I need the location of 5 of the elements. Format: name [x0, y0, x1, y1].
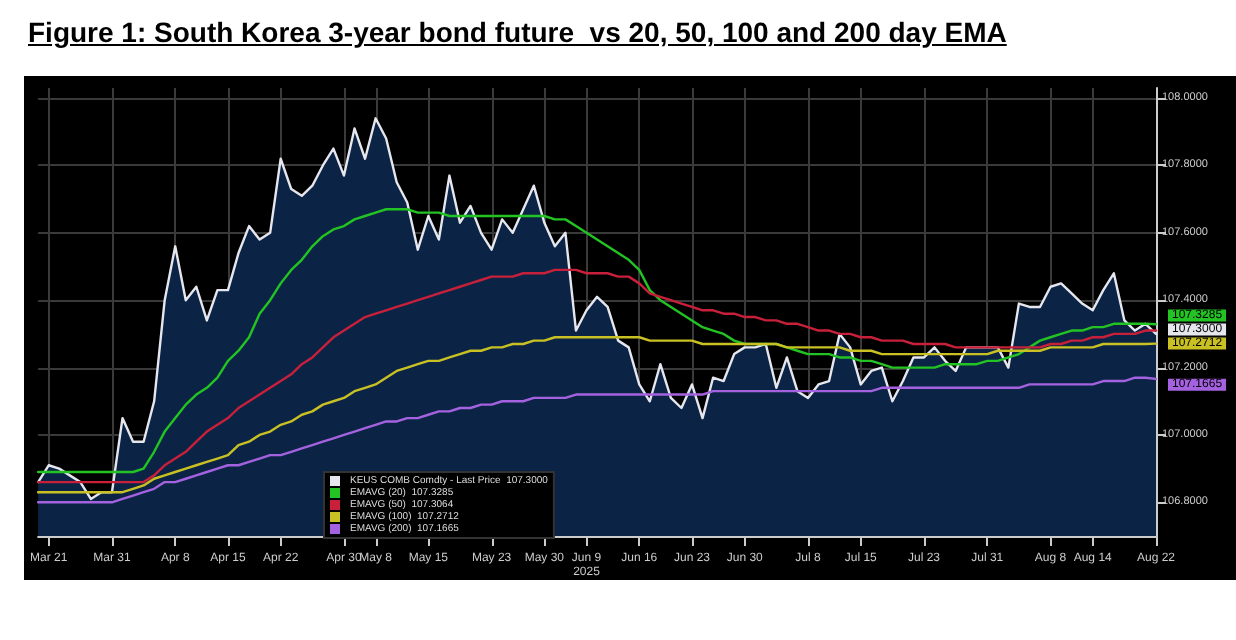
line-series	[36, 336, 1158, 494]
chart-title: Figure 1: South Korea 3-year bond future vs 20, 50, 100 and 200 day EMA	[28, 16, 1007, 48]
line-series	[36, 268, 1158, 484]
line-series	[36, 208, 1158, 474]
line-series	[36, 376, 1158, 504]
